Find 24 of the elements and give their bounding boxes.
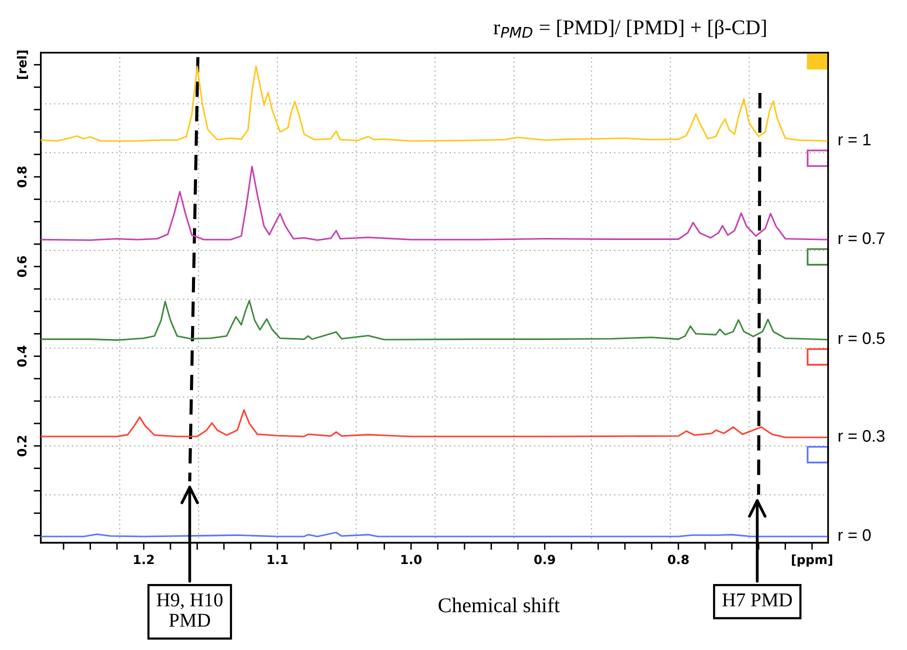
- y-tick-label: [rel]: [16, 50, 28, 79]
- series-label: r = 1: [838, 134, 871, 146]
- y-tick-label: 0.2: [17, 436, 27, 456]
- series-label: r = 0.7: [838, 232, 884, 244]
- x-tick-label: [ppm]: [792, 554, 832, 567]
- annotation: H7 PMD: [722, 594, 792, 606]
- series-label: r = 0: [838, 529, 871, 541]
- x-tick-label: 0.9: [534, 554, 555, 564]
- y-tick-label: 0.6: [17, 256, 27, 278]
- chart-title: r$_{PMD}$ = [PMD]/ [PMD] + [β-CD]: [494, 20, 766, 39]
- series-label: r = 0.3: [838, 430, 885, 442]
- series-label: r = 0.5: [838, 332, 885, 344]
- x-tick-label: 1.0: [401, 554, 422, 564]
- x-axis-title: Chemical shift: [438, 597, 560, 612]
- x-tick-label: 1.2: [134, 554, 154, 564]
- line-series: [40, 409, 828, 438]
- line-series: [40, 300, 828, 341]
- y-tick-label: 0.4: [17, 346, 27, 367]
- line-series: [40, 65, 828, 142]
- x-tick-label: 0.8: [668, 554, 689, 564]
- annotation: H9, H10 PMD: [156, 593, 222, 627]
- y-tick-label: 0.8: [17, 166, 27, 188]
- line-series: [40, 166, 828, 241]
- x-tick-label: 1.1: [268, 554, 288, 564]
